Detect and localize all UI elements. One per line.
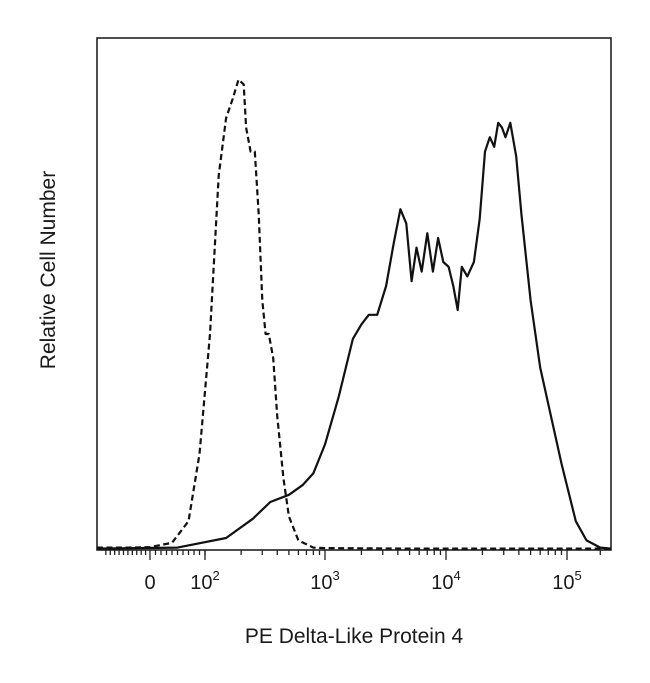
plot-frame (96, 37, 612, 551)
series-group (96, 78, 612, 550)
x-axis-title: PE Delta-Like Protein 4 (245, 625, 464, 648)
y-axis-title: Relative Cell Number (37, 171, 60, 369)
x-tick-labels: 0 102 103 104 105 (144, 568, 581, 594)
series-line-dashed (97, 78, 611, 550)
series-line-solid (96, 121, 612, 550)
x-tick-label: 102 (190, 568, 219, 594)
x-tick-label: 0 (144, 572, 155, 594)
x-tick-label: 103 (310, 568, 339, 594)
x-axis-ticks (105, 550, 601, 560)
x-tick-label: 104 (431, 568, 460, 594)
x-tick-label: 105 (552, 568, 581, 594)
